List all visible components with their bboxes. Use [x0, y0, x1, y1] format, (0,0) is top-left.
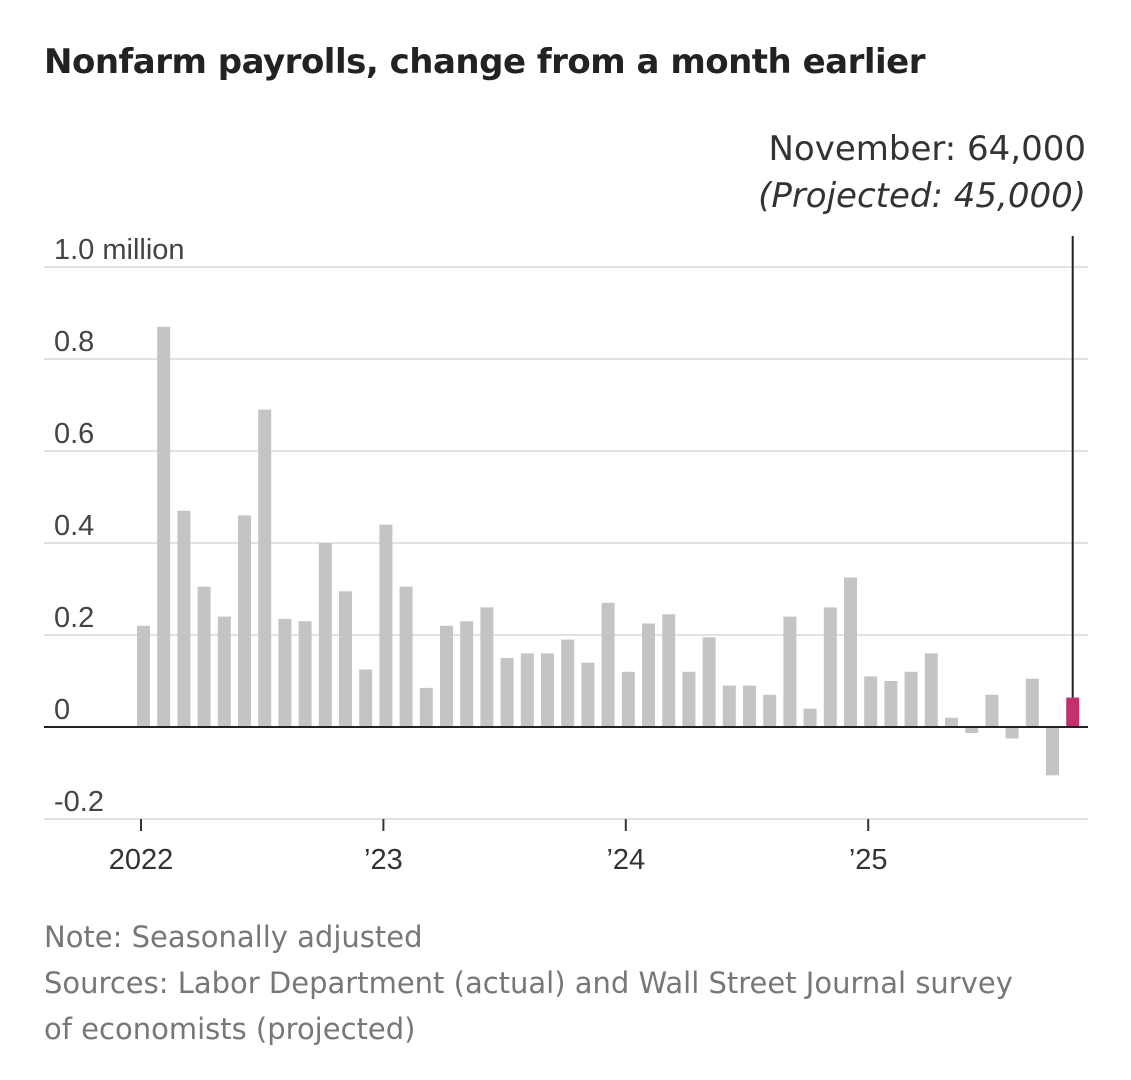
bar: [460, 621, 474, 727]
annotation-projected: (Projected: 45,000): [758, 176, 1086, 216]
bar: [803, 708, 817, 727]
bar: [298, 621, 312, 727]
bar: [500, 658, 514, 727]
gridlines: [44, 266, 1088, 820]
bar: [238, 515, 251, 727]
bar: [541, 653, 554, 727]
bar: [702, 637, 716, 727]
y-tick-label: 0.6: [54, 418, 94, 450]
y-tick-label: 0.2: [54, 602, 94, 634]
bar: [339, 591, 352, 727]
x-tick-label: ’24: [606, 844, 645, 876]
bar: [722, 685, 736, 727]
y-tick-label: 0.4: [54, 510, 94, 542]
bar: [682, 671, 696, 727]
bar: [318, 543, 332, 727]
bar: [904, 671, 918, 727]
bar: [1025, 678, 1039, 727]
x-tick-label: ’23: [364, 844, 403, 876]
bar: [278, 618, 292, 727]
bar: [581, 662, 595, 727]
bar: [419, 687, 433, 727]
bar: [823, 607, 837, 727]
bar: [743, 685, 756, 727]
bar: [965, 727, 979, 733]
bar: [662, 614, 676, 727]
highlight-bar: [1066, 697, 1080, 727]
y-tick-label: -0.2: [54, 786, 104, 818]
bar: [783, 616, 797, 727]
bar: [520, 653, 534, 727]
bar: [621, 671, 635, 727]
bar: [379, 524, 393, 727]
bar: [157, 326, 171, 727]
bar: [601, 602, 615, 727]
bar: [217, 616, 231, 727]
bar: [480, 607, 494, 727]
bar: [1046, 727, 1059, 776]
bar: [985, 694, 999, 727]
footer-notes: Note: Seasonally adjusted Sources: Labor…: [44, 914, 1104, 1052]
chart-title: Nonfarm payrolls, change from a month ea…: [44, 42, 926, 82]
bar: [258, 409, 272, 727]
x-tick-label: 2022: [109, 844, 174, 876]
bar: [359, 669, 373, 727]
y-tick-label: 1.0 million: [54, 234, 185, 266]
bar: [945, 717, 958, 727]
bar: [561, 639, 575, 727]
bar: [1005, 727, 1019, 739]
x-tick-label: ’25: [849, 844, 888, 876]
annotation-actual: November: 64,000: [768, 129, 1086, 169]
bar: [399, 586, 413, 727]
bar: [844, 577, 857, 727]
y-axis-labels: 1.0 million 0.8 0.6 0.4 0.2 0 -0.2: [54, 234, 185, 818]
bar: [924, 653, 938, 727]
bar: [884, 681, 898, 727]
bar: [440, 625, 453, 727]
bars: [44, 326, 1088, 776]
bar: [864, 676, 878, 727]
chart: 1.0 million 0.8 0.6 0.4 0.2 0 -0.2 2022 ’23 ’24 ’…: [44, 129, 1088, 876]
note-text: Note: Seasonally adjusted: [44, 920, 423, 954]
bar: [763, 694, 777, 727]
y-tick-label: 0.8: [54, 326, 94, 358]
y-tick-label: 0: [54, 694, 70, 726]
bar: [177, 510, 191, 727]
sources-line-1: Sources: Labor Department (actual) and W…: [44, 966, 1013, 1000]
sources-line-2: of economists (projected): [44, 1012, 416, 1046]
bar: [197, 586, 211, 727]
bar: [642, 623, 655, 727]
bar: [137, 625, 150, 727]
annotation: November: 64,000 (Projected: 45,000): [758, 129, 1086, 698]
x-axis: 2022 ’23 ’24 ’25: [109, 819, 888, 876]
